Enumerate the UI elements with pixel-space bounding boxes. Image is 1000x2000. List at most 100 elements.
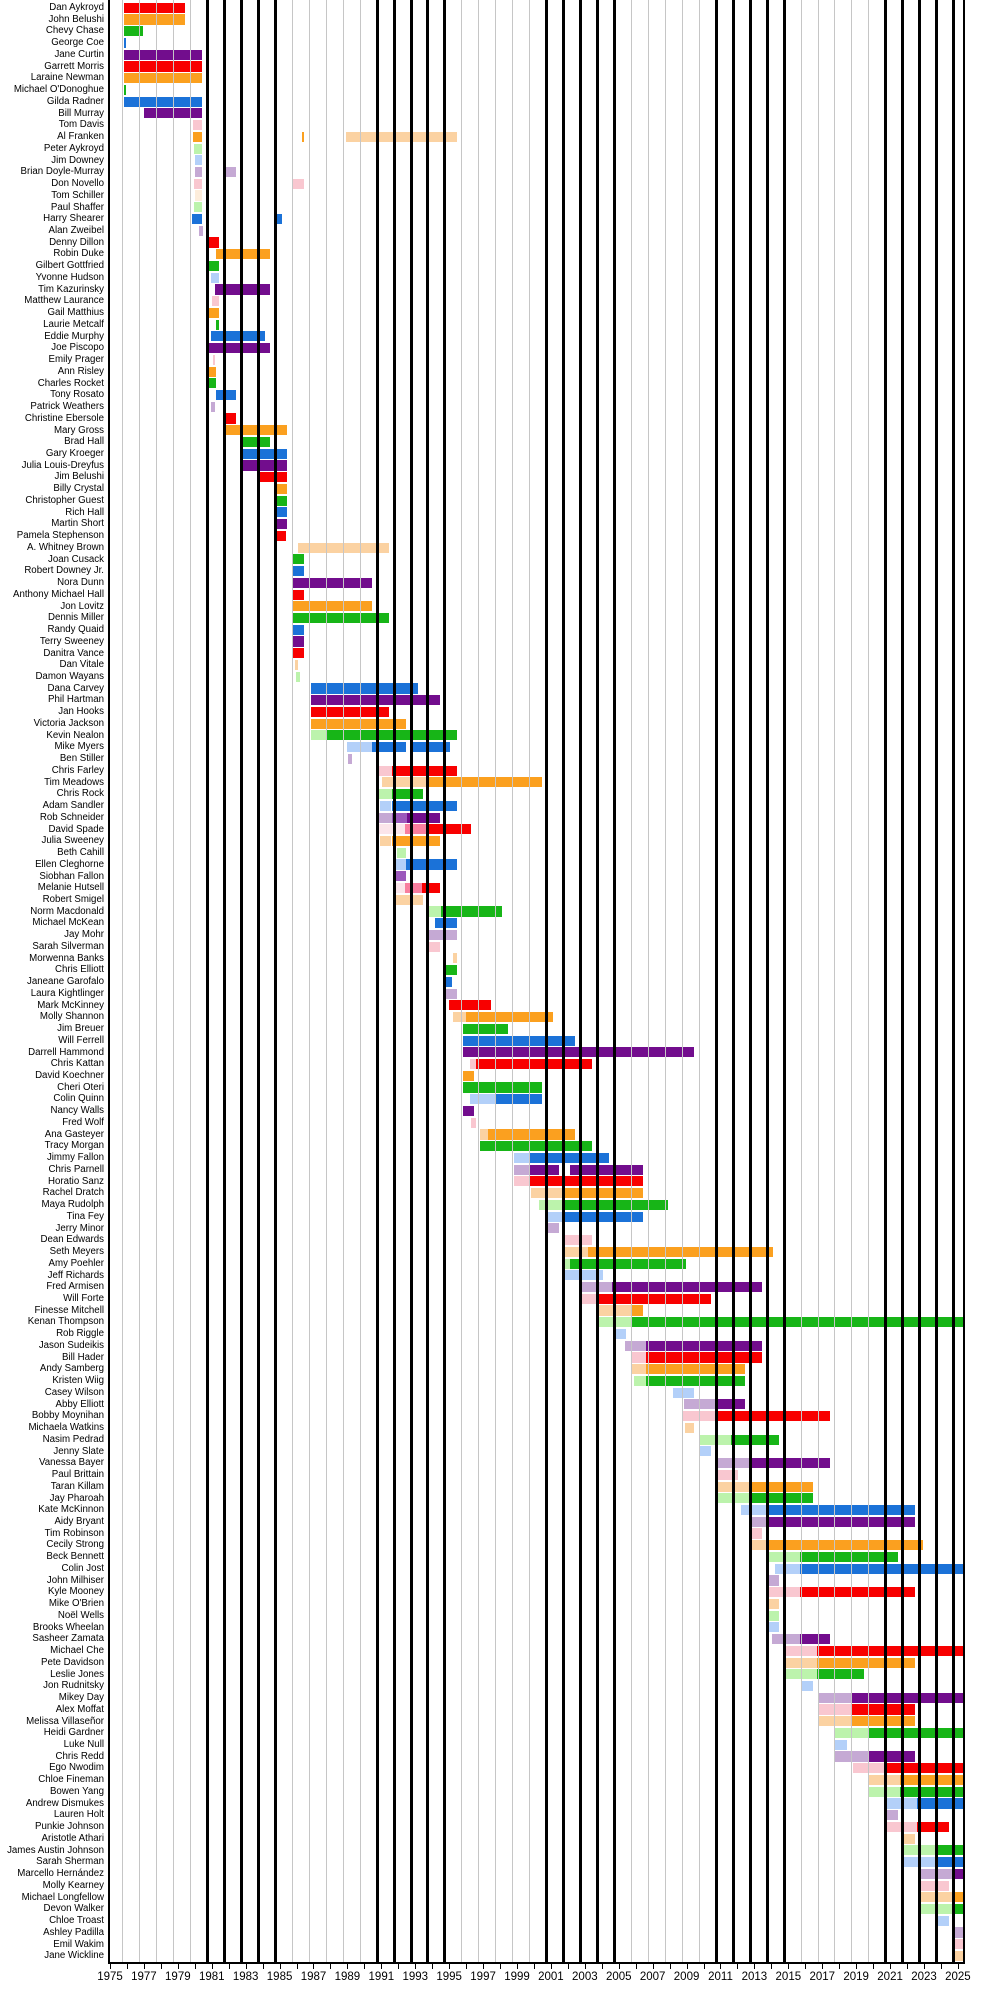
axis-tick (313, 1964, 315, 1969)
tenure-bar (569, 1164, 644, 1175)
cast-member-name: Aristotle Athari (41, 1832, 104, 1844)
tenure-bar (209, 307, 220, 318)
axis-tick (466, 1964, 468, 1969)
tenure-bar (634, 1375, 646, 1386)
cast-member-name: John Belushi (48, 13, 104, 25)
cast-member-name: Jim Breuer (57, 1023, 104, 1035)
tenure-bar (301, 131, 305, 142)
tenure-bar (750, 1528, 763, 1539)
cast-member-name: Kevin Nealon (46, 729, 104, 741)
axis-tick (126, 1964, 128, 1969)
axis-tick-label: 2001 (538, 1971, 564, 1983)
season-gridline-bold (579, 0, 583, 1962)
axis-tick-label: 2013 (741, 1971, 768, 1983)
tenure-bar (224, 413, 237, 424)
cast-member-name: Michael Longfellow (21, 1891, 104, 1903)
tenure-bar (241, 436, 271, 448)
season-gridline (681, 0, 683, 1962)
cast-member-name: Pamela Stephenson (16, 530, 104, 542)
tenure-bar (580, 1293, 597, 1304)
cast-member-name: Brooks Wheelan (32, 1621, 104, 1633)
season-gridline (834, 0, 836, 1962)
tenure-bar (851, 1692, 963, 1703)
tenure-bar (632, 1364, 646, 1375)
tenure-bar (562, 1211, 644, 1222)
cast-member-name: Chloe Troast (49, 1915, 104, 1927)
axis-tick (618, 1964, 620, 1969)
tenure-bar (513, 1152, 529, 1163)
cast-member-name: Molly Shannon (39, 1011, 104, 1023)
cast-member-name: Fred Wolf (62, 1116, 104, 1128)
cast-member-name: Sarah Sherman (36, 1856, 104, 1868)
tenure-bar (382, 777, 427, 788)
season-gridline (308, 0, 310, 1962)
season-gridline-bold (239, 0, 243, 1962)
cast-member-name: Laraine Newman (30, 72, 104, 84)
season-gridline-bold (426, 0, 430, 1962)
cast-member-name: Adam Sandler (42, 800, 104, 812)
cast-member-name: Will Forte (63, 1293, 104, 1305)
axis-tick (262, 1964, 264, 1969)
cast-member-name: Tim Robinson (44, 1527, 104, 1539)
tenure-bar (209, 343, 271, 354)
tenure-bar (123, 61, 203, 72)
tenure-bar (310, 695, 440, 706)
tenure-bar (326, 730, 457, 741)
cast-member-name: Pete Davidson (40, 1656, 104, 1668)
tenure-bar (750, 1516, 767, 1527)
cast-member-name: Marcello Hernández (17, 1868, 104, 1880)
cast-member-name: Melanie Hutsell (37, 882, 104, 894)
tenure-bar (372, 742, 406, 753)
tenure-bar (645, 1364, 746, 1375)
season-gridline-bold (443, 0, 447, 1962)
axis-tick-label: 1993 (402, 1971, 429, 1983)
axis-tick (890, 1964, 892, 1969)
cast-member-name: Mike Myers (54, 741, 104, 753)
axis-tick (652, 1964, 654, 1969)
tenure-bar (123, 73, 203, 84)
tenure-bar (224, 425, 288, 436)
cast-member-name: Chris Kattan (50, 1058, 104, 1070)
cast-member-name: Garrett Morris (44, 60, 104, 72)
cast-member-name: Tim Meadows (44, 776, 104, 788)
season-gridline-bold (782, 0, 786, 1962)
cast-member-name: Colin Quinn (53, 1093, 104, 1105)
tenure-bar (562, 1188, 644, 1199)
cast-member-name: Don Novello (51, 178, 104, 190)
tenure-bar (123, 84, 127, 95)
cast-member-name: Mary Gross (53, 424, 104, 436)
tenure-bar (209, 260, 220, 272)
tenure-bar (885, 1810, 898, 1821)
cast-member-name: Andy Samberg (39, 1363, 104, 1375)
tenure-bar (884, 1763, 963, 1774)
axis-tick-label: 1987 (300, 1971, 327, 1983)
axis-tick (381, 1964, 383, 1969)
axis-tick (296, 1964, 298, 1969)
tenure-bar (817, 1645, 963, 1656)
season-gridline-bold (765, 0, 769, 1962)
axis-tick (635, 1964, 637, 1969)
season-gridline (342, 0, 344, 1962)
season-gridline-bold (901, 0, 905, 1962)
tenure-bar (345, 131, 457, 142)
tenure-bar (427, 929, 457, 940)
season-gridline-bold (731, 0, 735, 1962)
cast-member-name: Ann Risley (57, 365, 104, 377)
season-gridline-bold (545, 0, 549, 1962)
season-gridline (529, 0, 531, 1962)
cast-member-name: Nasim Pedrad (42, 1433, 104, 1445)
tenure-bar (379, 835, 392, 847)
cast-member-name: Jeff Richards (47, 1269, 104, 1281)
tenure-bar (900, 1786, 963, 1797)
tenure-bar (645, 1340, 763, 1351)
cast-member-name: Abby Elliott (55, 1398, 104, 1410)
tenure-bar (563, 1258, 570, 1269)
tenure-bar (772, 1634, 801, 1645)
axis-tick-label: 1997 (470, 1971, 496, 1983)
cast-member-name: Horatio Sanz (47, 1175, 104, 1187)
cast-member-name: Nora Dunn (57, 577, 104, 589)
tenure-bar (293, 636, 305, 647)
cast-member-name: Rob Riggle (56, 1328, 104, 1340)
axis-tick (398, 1964, 400, 1969)
cast-member-name: Paul Shaffer (50, 201, 104, 213)
